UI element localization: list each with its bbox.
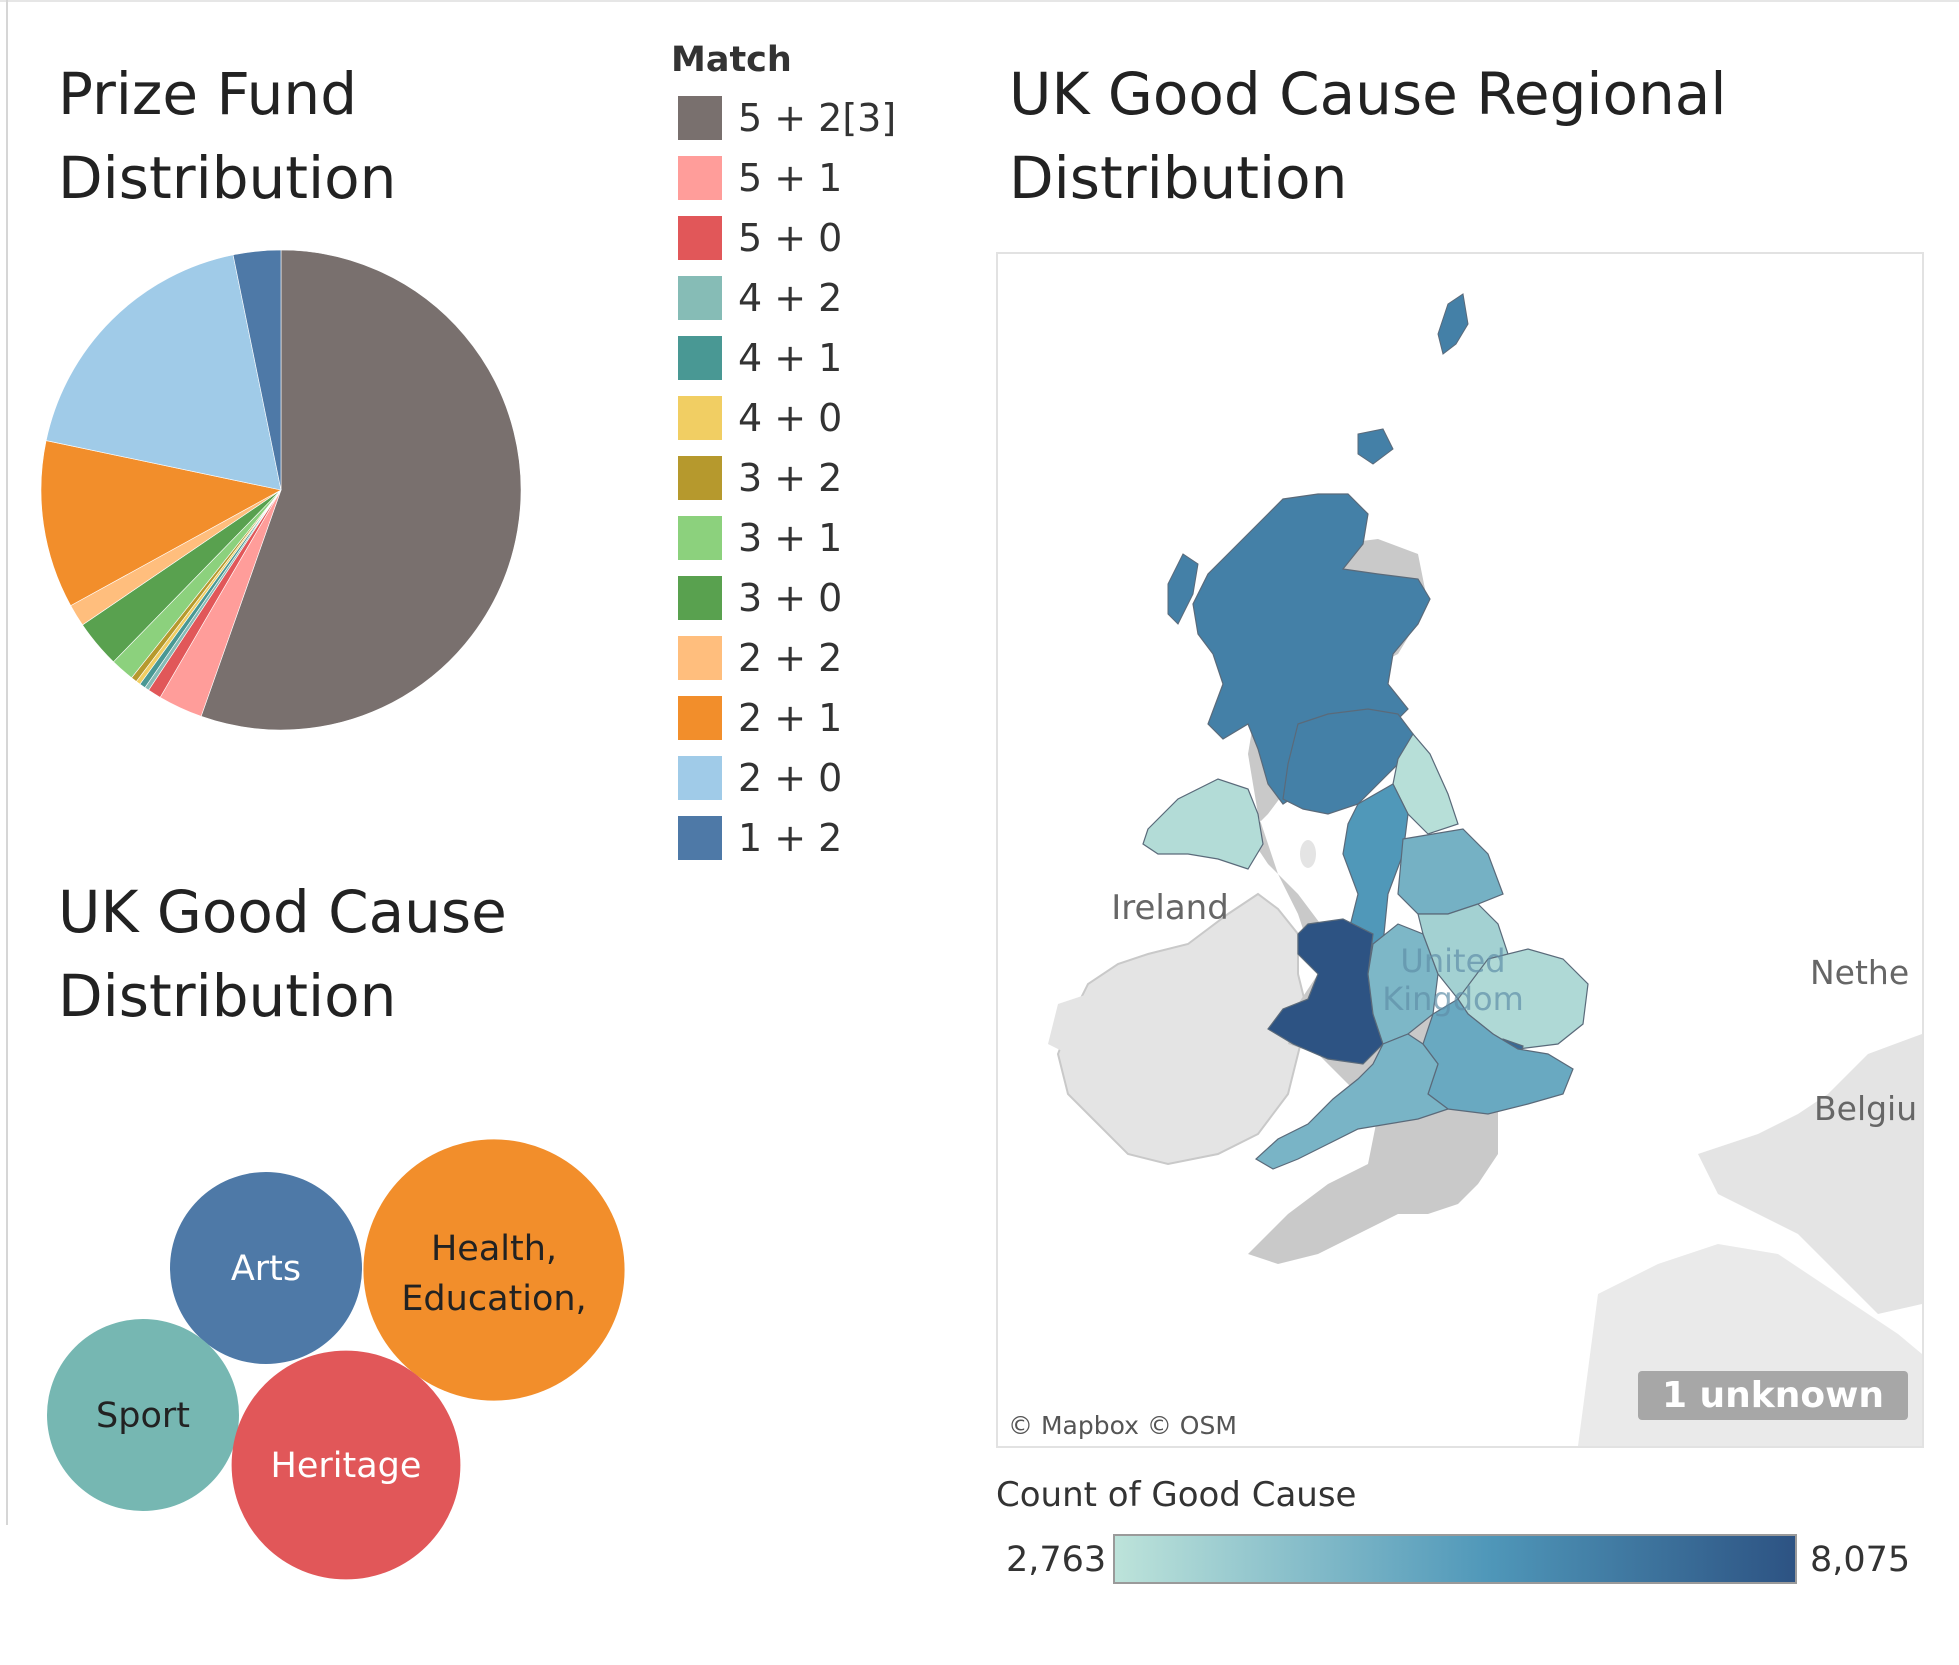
legend-label: 4 + 0 (738, 396, 843, 440)
good-cause-title-line1: UK Good Cause (58, 878, 507, 946)
region-wales[interactable] (1267, 918, 1384, 1065)
region-orkney[interactable] (1357, 428, 1394, 465)
color-ramp-title: Count of Good Cause (996, 1475, 1357, 1515)
map-label-ireland: Ireland (1111, 888, 1229, 928)
legend-swatch (678, 516, 722, 560)
legend-swatch (678, 216, 722, 260)
color-ramp-max: 8,075 (1810, 1540, 1911, 1580)
legend-swatch (678, 756, 722, 800)
region-shetland[interactable] (1437, 293, 1469, 355)
good-cause-bubble-chart: Arts Health, Education, Sport Heritage (47, 1139, 625, 1580)
legend-label: 5 + 1 (738, 156, 843, 200)
good-cause-title-line2: Distribution (58, 962, 397, 1030)
legend-item[interactable]: 2 + 2 (668, 628, 896, 688)
legend-item[interactable]: 4 + 2 (668, 268, 896, 328)
legend-items: 5 + 2[3] 5 + 1 5 + 0 4 + 2 4 + 1 4 + 0 3 + 2 3 … (668, 88, 896, 868)
legend-item[interactable]: 4 + 1 (668, 328, 896, 388)
map-attribution[interactable]: © Mapbox © OSM (1008, 1411, 1237, 1440)
unknown-indicator[interactable]: 1 unknown (1637, 1371, 1908, 1420)
prize-fund-pie-chart (40, 249, 522, 731)
region-northern-ireland[interactable] (1142, 778, 1264, 870)
legend-swatch (678, 336, 722, 380)
legend-item[interactable]: 2 + 1 (668, 688, 896, 748)
legend-label: 2 + 2 (738, 636, 843, 680)
regional-title: UK Good Cause Regional Distribution (1009, 52, 1726, 220)
legend-item[interactable]: 5 + 1 (668, 148, 896, 208)
legend-label: 3 + 2 (738, 456, 843, 500)
legend-swatch (678, 696, 722, 740)
bubble[interactable] (363, 1139, 625, 1401)
regional-map[interactable]: Ireland United Kingdom Nethe Belgiu © Ma… (996, 252, 1924, 1448)
legend-label: 4 + 1 (738, 336, 843, 380)
bubble-label: Heritage (271, 1446, 422, 1486)
legend-item[interactable]: 2 + 0 (668, 748, 896, 808)
map-canvas[interactable]: Ireland United Kingdom Nethe Belgiu (998, 254, 1922, 1446)
isle-of-man (1300, 840, 1316, 868)
legend-label: 5 + 0 (738, 216, 843, 260)
color-ramp-bar (1113, 1534, 1797, 1584)
region-west-midlands[interactable] (1367, 923, 1439, 1045)
pie-slice[interactable] (40, 440, 282, 607)
legend-item[interactable]: 3 + 1 (668, 508, 896, 568)
legend-item[interactable]: 4 + 0 (668, 388, 896, 448)
legend-swatch (678, 576, 722, 620)
top-border (0, 0, 1959, 2)
legend-item[interactable]: 3 + 0 (668, 568, 896, 628)
map-label-netherlands: Nethe (1810, 953, 1909, 992)
legend-item[interactable]: 1 + 2 (668, 808, 896, 868)
region-yorkshire[interactable] (1397, 828, 1504, 915)
bubble[interactable] (170, 1172, 362, 1364)
prize-fund-title: Prize Fund Distribution (58, 52, 396, 220)
netherlands-land (1698, 1034, 1922, 1314)
regional-title-line1: UK Good Cause Regional (1009, 60, 1727, 128)
legend-label: 3 + 1 (738, 516, 843, 560)
good-cause-title: UK Good Cause Distribution (58, 870, 507, 1038)
legend-item[interactable]: 5 + 2[3] (668, 88, 896, 148)
pie-slice[interactable] (45, 254, 282, 491)
pie-slice[interactable] (232, 249, 282, 491)
map-label-uk-line1: United (1400, 942, 1505, 980)
map-label-uk-line2: Kingdom (1382, 980, 1524, 1018)
bubble[interactable] (47, 1319, 239, 1511)
legend-swatch (678, 276, 722, 320)
legend-swatch (678, 816, 722, 860)
prize-fund-title-line1: Prize Fund (58, 60, 358, 128)
legend-label: 2 + 0 (738, 756, 843, 800)
color-ramp-min: 2,763 (1006, 1540, 1107, 1580)
legend-swatch (678, 456, 722, 500)
bubble[interactable] (231, 1350, 461, 1580)
region-scotland-borders[interactable] (1282, 708, 1414, 815)
legend-label: 4 + 2 (738, 276, 843, 320)
ireland-west-coast (1048, 994, 1088, 1054)
map-label-belgium: Belgiu (1814, 1089, 1917, 1128)
regional-title-line2: Distribution (1009, 144, 1348, 212)
ireland-land (1056, 892, 1310, 1166)
legend-swatch (678, 96, 722, 140)
legend-label: 2 + 1 (738, 696, 843, 740)
region-south-west[interactable] (1254, 1033, 1450, 1170)
legend-title: Match (671, 40, 792, 80)
legend-label: 5 + 2[3] (738, 96, 897, 140)
region-north-east[interactable] (1392, 732, 1459, 835)
legend-swatch (678, 636, 722, 680)
bubble-label: Health, Education, (401, 1229, 586, 1319)
legend-swatch (678, 156, 722, 200)
prize-fund-title-line2: Distribution (58, 144, 397, 212)
legend-item[interactable]: 3 + 2 (668, 448, 896, 508)
bubble-label: Arts (231, 1249, 301, 1289)
legend-item[interactable]: 5 + 0 (668, 208, 896, 268)
legend-label: 3 + 0 (738, 576, 843, 620)
region-scotland-islands[interactable] (1167, 553, 1199, 625)
left-border (6, 0, 8, 1525)
match-legend: Match 5 + 2[3] 5 + 1 5 + 0 4 + 2 4 + 1 4 + 0 3… (668, 40, 896, 868)
legend-swatch (678, 396, 722, 440)
bubble-label: Sport (96, 1396, 190, 1436)
legend-label: 1 + 2 (738, 816, 843, 860)
